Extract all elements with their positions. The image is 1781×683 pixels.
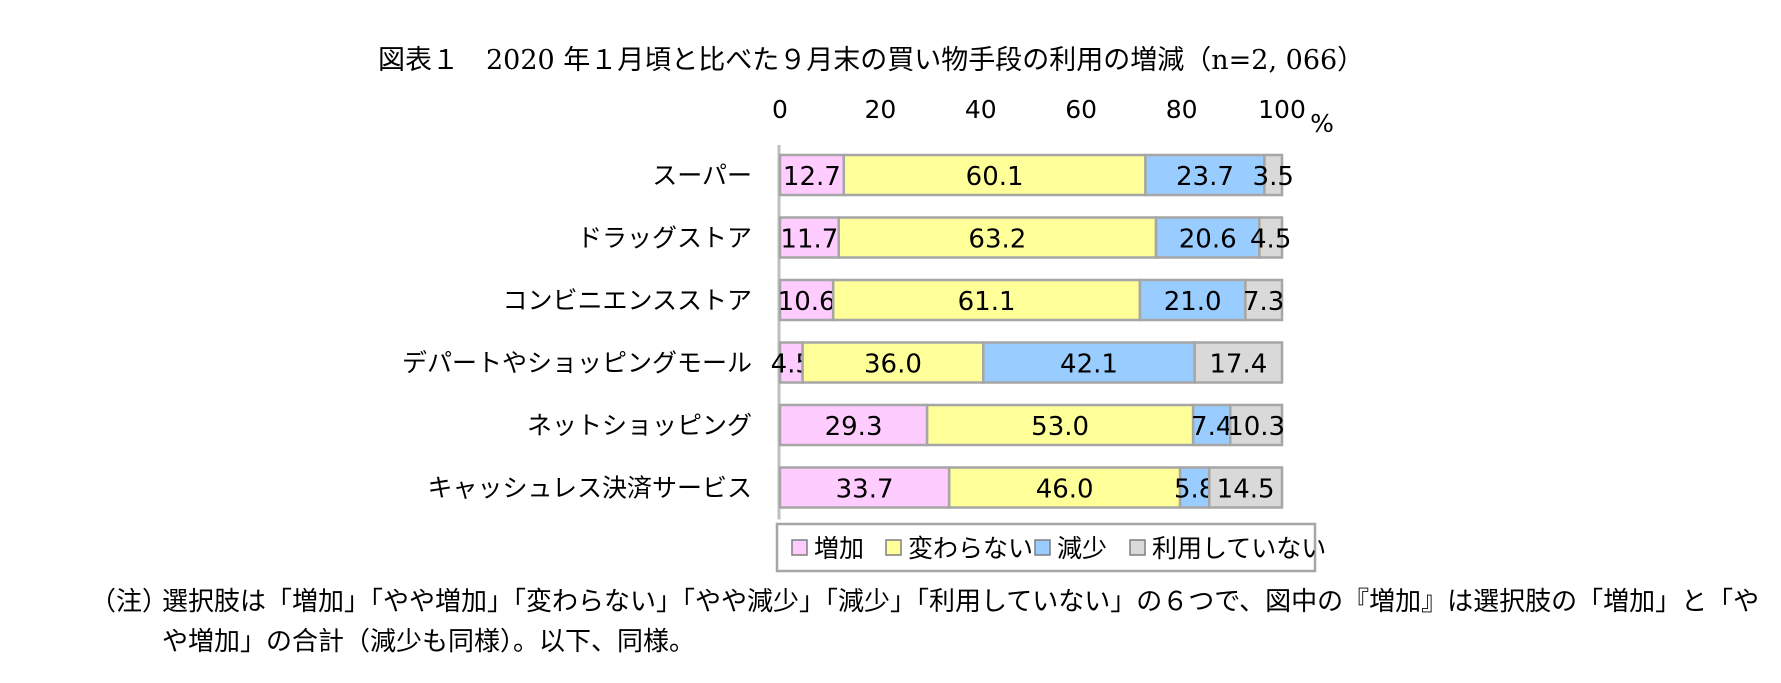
data-label: 36.0 [864, 350, 922, 380]
data-label: 3.5 [1253, 162, 1294, 192]
note-text: 選択肢は「増加」「やや増加」「変わらない」「やや減少」「減少」「利用していない」… [162, 587, 1760, 657]
data-label: 12.7 [783, 162, 841, 192]
bar-segment [1154, 216, 1261, 259]
bar-segment [1193, 341, 1284, 384]
bar-segment [982, 341, 1196, 384]
bar-segment [778, 403, 929, 447]
data-label: 63.2 [968, 225, 1026, 255]
bar-segment [1138, 278, 1247, 322]
data-label: 29.3 [825, 412, 883, 442]
x-unit-label: % [1310, 109, 1334, 138]
category-label: ドラッグストア [577, 224, 752, 253]
data-label: 10.6 [778, 287, 836, 317]
legend-item-label: 利用していない [1152, 534, 1326, 563]
x-tick-label: 100 [1258, 95, 1306, 124]
data-label: 10.3 [1227, 412, 1285, 442]
bar-segment [831, 278, 1142, 322]
bar-segment [1229, 403, 1284, 447]
data-label: 23.7 [1176, 162, 1234, 192]
data-label: 42.1 [1060, 350, 1118, 380]
bar-segment [778, 153, 846, 197]
data-label: 7.3 [1243, 287, 1284, 317]
category-label: スーパー [652, 161, 752, 190]
x-tick-label: 0 [772, 95, 788, 124]
data-label: 17.4 [1209, 350, 1267, 380]
data-label: 33.7 [836, 475, 894, 505]
category-label: デパートやショッピングモール [402, 349, 752, 378]
x-tick-label: 80 [1166, 95, 1198, 124]
bar-segment [778, 278, 835, 322]
data-label: 60.1 [966, 162, 1024, 192]
bar-segment [925, 403, 1195, 447]
bar-segment [1263, 153, 1284, 197]
data-label: 61.1 [958, 287, 1016, 317]
x-tick-label: 60 [1065, 95, 1097, 124]
data-label: 4.5 [1250, 225, 1291, 255]
bar-segment [778, 466, 951, 509]
legend-item-label: 変わらない [908, 534, 1033, 563]
legend-item-label: 減少 [1057, 534, 1107, 563]
legend-swatch [1034, 539, 1051, 556]
bar-segment [947, 466, 1182, 509]
data-label: 20.6 [1179, 225, 1237, 255]
bar-segment [1191, 403, 1232, 447]
data-label: 7.4 [1191, 412, 1232, 442]
legend-swatch [885, 539, 902, 556]
bar-segment [1244, 278, 1284, 322]
data-label: 14.5 [1217, 475, 1275, 505]
bar-segment [778, 216, 840, 259]
bar-segment [1207, 466, 1284, 509]
bar-segment [842, 153, 1147, 197]
category-label: ネットショッピング [527, 411, 752, 440]
chart-title: 図表１ 2020 年１月頃と比べた９月末の買い物手段の利用の増減（n=2, 06… [378, 45, 1365, 76]
x-tick-label: 40 [965, 95, 997, 124]
legend-swatch [791, 539, 808, 556]
data-label: 46.0 [1036, 475, 1094, 505]
bar-segment [837, 216, 1158, 259]
category-label: キャッシュレス決済サービス [427, 474, 752, 503]
data-label: 21.0 [1164, 287, 1222, 317]
bar-segment [1144, 153, 1266, 197]
note-label: （注） [90, 587, 169, 617]
legend-item-label: 増加 [814, 534, 864, 563]
bar-segment [801, 341, 985, 384]
legend-swatch [1129, 539, 1146, 556]
x-tick-label: 20 [864, 95, 896, 124]
bar-segment [1178, 466, 1211, 509]
category-label: コンビニエンスストア [502, 286, 752, 315]
bar-segment [1258, 216, 1284, 259]
data-label: 53.0 [1031, 412, 1089, 442]
data-label: 11.7 [780, 225, 838, 255]
